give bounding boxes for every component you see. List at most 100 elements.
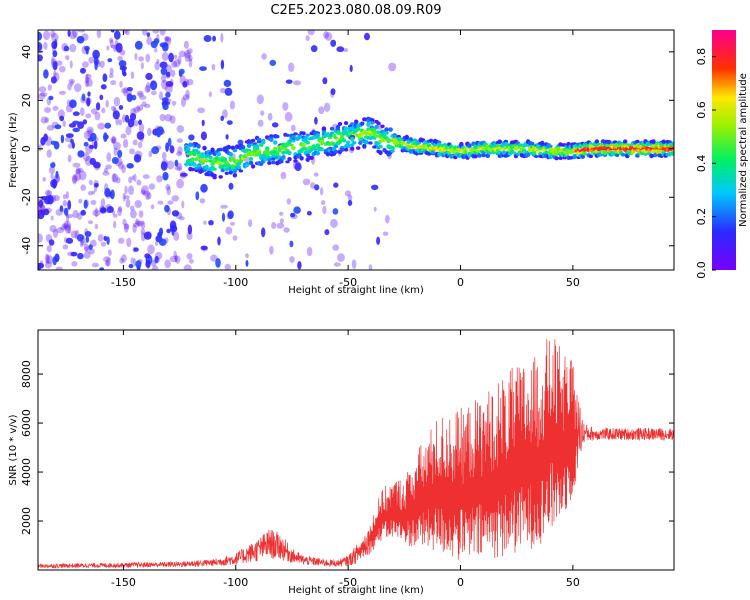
heatmap-cell (330, 90, 335, 98)
heatmap-cell (121, 164, 126, 174)
heatmap-cell (164, 204, 170, 213)
heatmap-cell (81, 93, 86, 102)
heatmap-cell (39, 92, 48, 97)
heatmap-cell (67, 229, 71, 234)
snr-background (38, 330, 674, 570)
heatmap-cell (90, 200, 97, 205)
heatmap-cell (46, 124, 55, 131)
heatmap-cell (261, 140, 266, 145)
heatmap-cell (114, 30, 121, 40)
heatmap-cell (145, 53, 151, 63)
heatmap-cell (661, 139, 666, 144)
heatmap-cell (128, 263, 134, 269)
heatmap-cell (160, 161, 168, 171)
heatmap-cell (348, 131, 353, 136)
heatmap-cell (135, 218, 139, 224)
heatmap-cell (481, 153, 486, 158)
heatmap-cell (162, 103, 169, 111)
heatmap-x-ticks: -150 -100 -50 0 50 (111, 30, 580, 289)
heatmap-cell (99, 267, 105, 270)
heatmap-cell (50, 162, 56, 168)
heatmap-cell (352, 141, 357, 145)
heatmap-cell (306, 246, 313, 257)
heatmap-cell (293, 80, 301, 86)
heatmap-cell (337, 139, 343, 145)
y-tick-label: -20 (20, 188, 33, 206)
heatmap-cell (341, 138, 347, 143)
heatmap-cell (64, 225, 72, 234)
heatmap-cell (111, 157, 119, 164)
heatmap-cell (85, 47, 89, 55)
heatmap-cell (62, 244, 69, 250)
heatmap-cell (83, 130, 92, 140)
heatmap-cell (303, 147, 308, 151)
heatmap-cell (582, 151, 587, 156)
heatmap-cell (273, 147, 278, 151)
heatmap-cell (134, 220, 142, 226)
heatmap-cell (339, 147, 345, 153)
heatmap-cell (104, 187, 111, 198)
heatmap-cell (164, 114, 173, 122)
heatmap-cell (279, 160, 284, 164)
heatmap-cell (55, 266, 63, 270)
colorbar-gradient (712, 30, 736, 270)
heatmap-cell (131, 175, 135, 181)
heatmap-cell (150, 90, 157, 96)
heatmap-cell (136, 179, 142, 186)
heatmap-cell (44, 253, 50, 264)
heatmap-cell (112, 110, 120, 120)
heatmap-cell (38, 204, 45, 212)
heatmap-cell (62, 200, 68, 207)
heatmap-cell (165, 36, 172, 42)
heatmap-cell (65, 133, 74, 139)
heatmap-cell (112, 173, 117, 183)
heatmap-cell (88, 220, 93, 225)
heatmap-cell (187, 224, 193, 235)
heatmap-cell (271, 122, 279, 128)
heatmap-cell (76, 35, 85, 44)
heatmap-cell (77, 150, 85, 158)
heatmap-cell (108, 37, 114, 44)
heatmap-cell (136, 131, 145, 140)
heatmap-cell (50, 76, 57, 84)
heatmap-cell (301, 131, 306, 136)
heatmap-cell (90, 108, 98, 115)
heatmap-cell (373, 206, 377, 212)
heatmap-cell (344, 190, 351, 197)
heatmap-cell (269, 138, 274, 142)
heatmap-cell (368, 264, 373, 270)
heatmap-cell (174, 255, 181, 264)
heatmap-cell (210, 162, 215, 166)
heatmap-cell (92, 209, 101, 217)
heatmap-cell (174, 54, 178, 59)
heatmap-cell (578, 143, 583, 149)
heatmap-cell (186, 78, 194, 86)
heatmap-cell (487, 151, 492, 155)
heatmap-cell (106, 152, 112, 162)
heatmap-cell (306, 210, 312, 216)
heatmap-cell (580, 154, 585, 159)
heatmap-cell (85, 73, 89, 84)
heatmap-cell (102, 73, 108, 82)
heatmap-cell (212, 35, 217, 42)
snr-y-label: SNR (10 * v/v) (8, 414, 19, 485)
heatmap-cell (366, 122, 371, 127)
heatmap-cell (72, 209, 79, 219)
heatmap-cell (124, 185, 128, 195)
heatmap-cell (104, 167, 108, 173)
heatmap-cell (110, 105, 116, 112)
heatmap-cell (103, 132, 108, 143)
heatmap-cell (156, 59, 160, 64)
heatmap-cell (154, 145, 162, 150)
heatmap-cell (69, 30, 77, 40)
heatmap-cell (146, 192, 152, 200)
heatmap-cell (277, 148, 282, 153)
heatmap-cell (123, 195, 130, 200)
heatmap-cell (171, 100, 177, 106)
heatmap-cell (83, 199, 88, 209)
heatmap-cell (602, 150, 608, 155)
heatmap-cell (318, 106, 325, 115)
heatmap-cell (130, 205, 135, 211)
heatmap-cell (141, 185, 149, 196)
heatmap-cell (254, 146, 260, 151)
